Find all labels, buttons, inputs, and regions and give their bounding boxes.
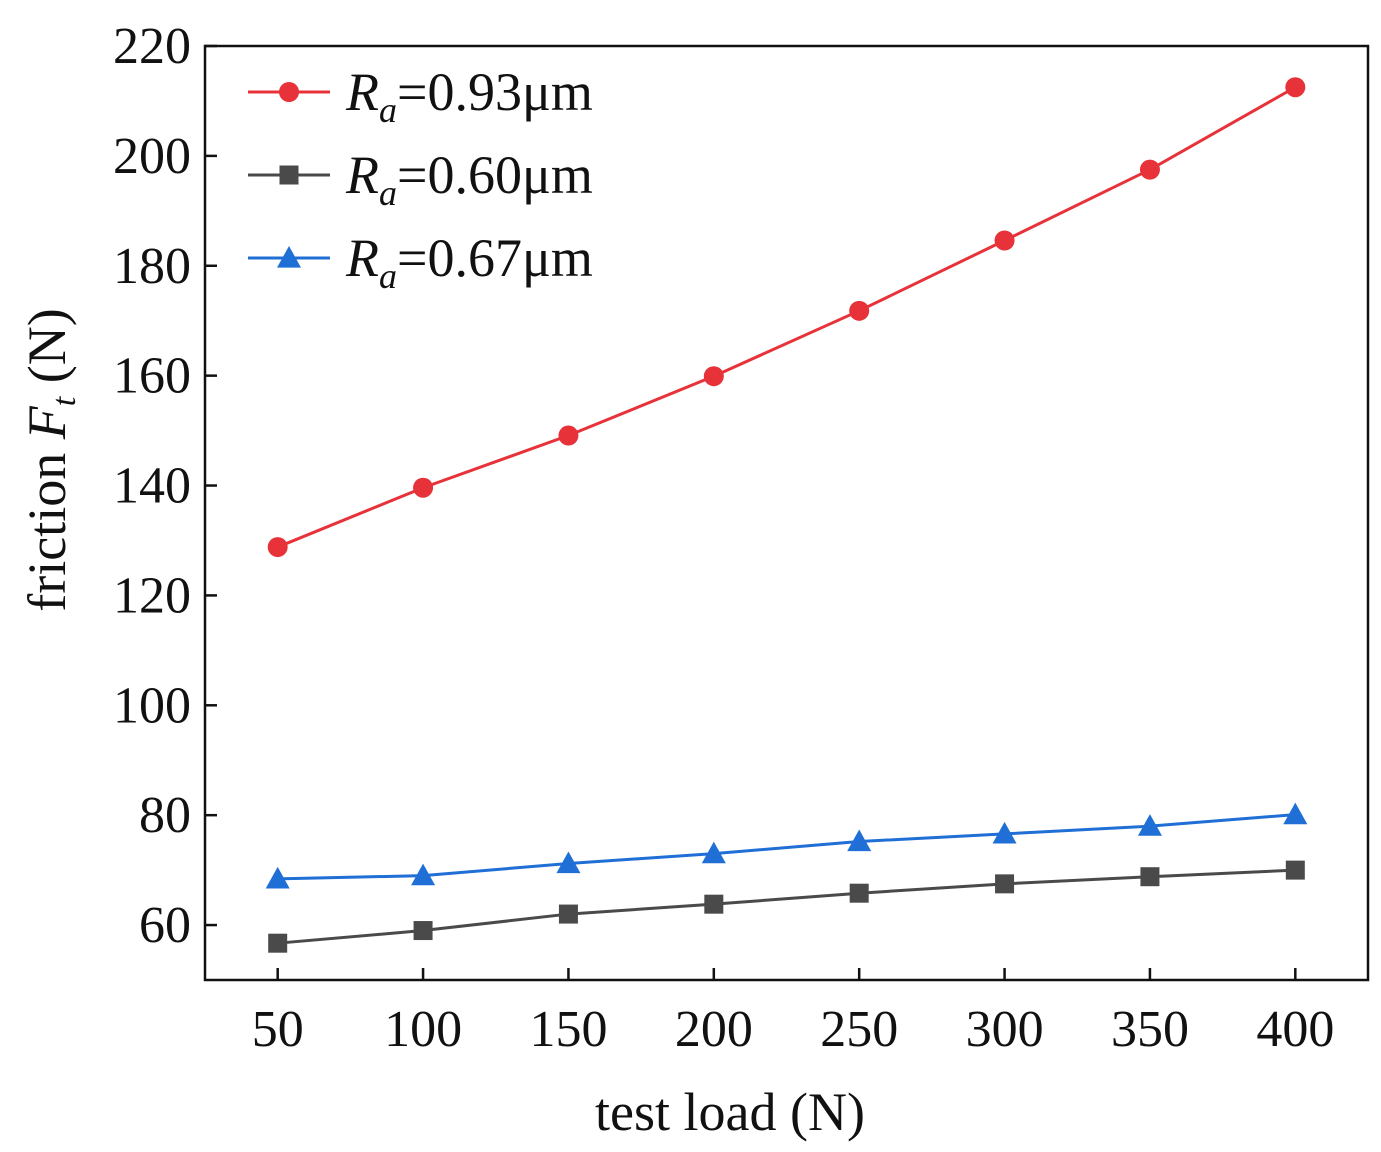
legend-symbol: R bbox=[345, 62, 379, 122]
y-axis-ticks: 60 80 100 120 140 160 180 200 220 bbox=[113, 18, 217, 954]
y-axis-title-subscript: t bbox=[46, 395, 83, 406]
data-point bbox=[703, 366, 724, 387]
legend-subscript: a bbox=[379, 90, 397, 130]
data-point bbox=[1140, 867, 1160, 887]
series-circle bbox=[267, 77, 1306, 558]
y-axis-title-symbol: F bbox=[17, 405, 77, 440]
series-line bbox=[277, 85, 1297, 549]
legend-item: Ra=0.67μm bbox=[248, 228, 593, 296]
x-tick-label: 50 bbox=[252, 1001, 304, 1058]
legend-subscript: a bbox=[379, 173, 397, 213]
x-tick-label: 300 bbox=[966, 1001, 1044, 1058]
legend-label: Ra=0.93μm bbox=[345, 62, 593, 130]
data-point bbox=[994, 230, 1015, 251]
data-point bbox=[413, 921, 433, 941]
legend-symbol: R bbox=[345, 145, 379, 205]
x-axis-title: test load (N) bbox=[595, 1082, 865, 1142]
data-point bbox=[995, 874, 1015, 894]
data-point bbox=[847, 829, 872, 852]
y-tick-label: 80 bbox=[139, 787, 191, 844]
legend-marker bbox=[277, 246, 301, 268]
data-point bbox=[1285, 860, 1305, 880]
legend-label: Ra=0.67μm bbox=[345, 228, 593, 296]
legend-item: Ra=0.93μm bbox=[248, 62, 593, 130]
data-point bbox=[558, 425, 579, 446]
series-layer bbox=[265, 77, 1308, 953]
plot-frame bbox=[203, 44, 1370, 982]
series-triangle bbox=[265, 802, 1308, 889]
series-line bbox=[277, 868, 1296, 945]
legend-value: =0.93μm bbox=[397, 62, 593, 122]
y-tick-label: 140 bbox=[113, 458, 191, 515]
y-axis-title: friction Ft (N) bbox=[17, 308, 83, 611]
data-point bbox=[267, 537, 288, 558]
x-tick-label: 200 bbox=[675, 1001, 753, 1058]
data-point bbox=[268, 933, 288, 953]
legend-marker bbox=[279, 165, 299, 185]
data-point bbox=[701, 841, 726, 864]
y-tick-label: 120 bbox=[113, 567, 191, 624]
data-point bbox=[704, 894, 724, 914]
legend-label: Ra=0.60μm bbox=[345, 145, 593, 213]
y-tick-label: 220 bbox=[113, 18, 191, 75]
data-point bbox=[265, 866, 290, 889]
x-tick-label: 250 bbox=[820, 1001, 898, 1058]
data-point bbox=[992, 821, 1017, 844]
data-point bbox=[413, 477, 434, 498]
data-point bbox=[849, 883, 869, 903]
data-point bbox=[558, 904, 578, 924]
data-point bbox=[556, 851, 581, 874]
data-point bbox=[411, 863, 436, 886]
data-point bbox=[1283, 802, 1308, 825]
y-tick-label: 180 bbox=[113, 238, 191, 295]
legend-subscript: a bbox=[379, 256, 397, 296]
x-tick-label: 100 bbox=[384, 1001, 462, 1058]
legend-value: =0.60μm bbox=[397, 145, 593, 205]
y-tick-label: 100 bbox=[113, 677, 191, 734]
series-line bbox=[277, 813, 1296, 881]
legend-symbol: R bbox=[345, 228, 379, 288]
legend-marker bbox=[279, 82, 299, 102]
data-point bbox=[1139, 159, 1160, 180]
y-tick-label: 200 bbox=[113, 128, 191, 185]
y-axis-title-suffix: (N) bbox=[17, 308, 77, 396]
x-tick-label: 400 bbox=[1256, 1001, 1334, 1058]
x-tick-label: 350 bbox=[1111, 1001, 1189, 1058]
legend-item: Ra=0.60μm bbox=[248, 145, 593, 213]
x-tick-label: 150 bbox=[529, 1001, 607, 1058]
data-point bbox=[849, 300, 870, 321]
data-point bbox=[1137, 814, 1162, 836]
series-square bbox=[268, 860, 1305, 953]
y-tick-label: 160 bbox=[113, 348, 191, 405]
x-axis-ticks: 50 100 150 200 250 300 350 400 bbox=[252, 968, 1334, 1058]
data-point bbox=[1285, 77, 1306, 98]
y-tick-label: 60 bbox=[139, 897, 191, 954]
y-axis-title-prefix: friction bbox=[17, 439, 77, 611]
legend-value: =0.67μm bbox=[397, 228, 593, 288]
